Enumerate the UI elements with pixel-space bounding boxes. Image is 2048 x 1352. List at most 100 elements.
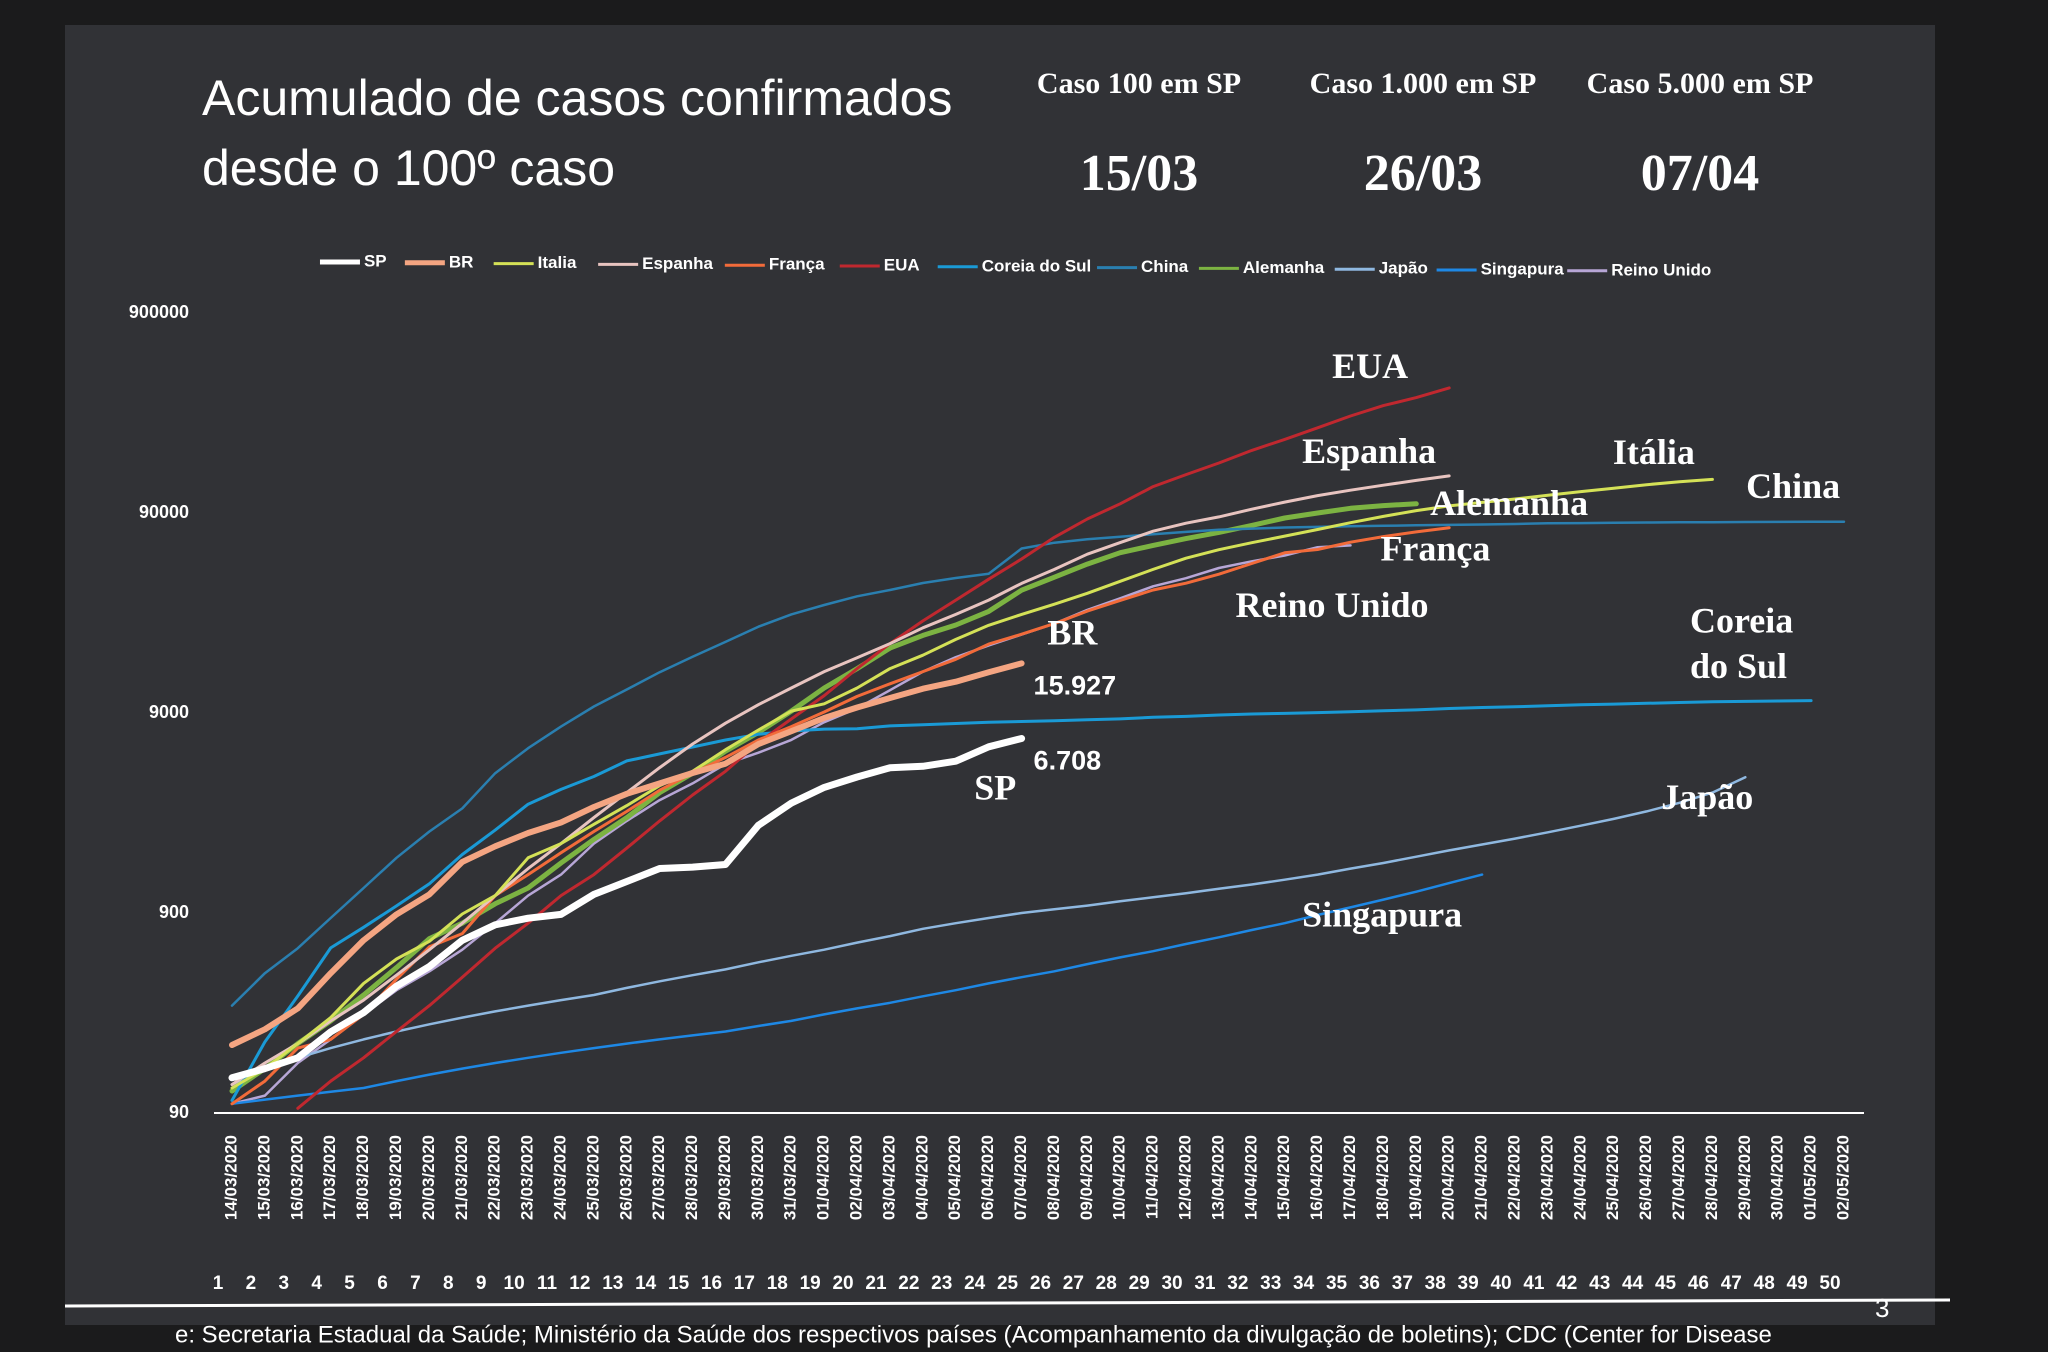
- x-tick-label: 12/04/2020: [1176, 1135, 1195, 1220]
- series-label: Japão: [1661, 777, 1753, 817]
- x-tick-label: 20/03/2020: [419, 1135, 438, 1220]
- x-tick-label: 16/04/2020: [1307, 1135, 1326, 1220]
- day-number: 15: [668, 1273, 690, 1294]
- day-number: 20: [832, 1273, 853, 1294]
- legend-label: Italia: [538, 253, 577, 272]
- x-tick-label: 24/03/2020: [550, 1135, 569, 1220]
- x-tick-label: 03/04/2020: [879, 1135, 898, 1220]
- day-number: 48: [1754, 1273, 1775, 1294]
- x-tick-label: 19/03/2020: [386, 1135, 405, 1220]
- x-tick-label: 05/04/2020: [945, 1135, 964, 1220]
- day-number: 2: [246, 1273, 257, 1294]
- day-number: 39: [1458, 1273, 1479, 1294]
- day-number: 8: [443, 1273, 454, 1294]
- x-tick-label: 17/04/2020: [1340, 1135, 1359, 1220]
- x-tick-label: 20/04/2020: [1439, 1135, 1458, 1220]
- x-tick-label: 24/04/2020: [1570, 1135, 1589, 1220]
- x-tick-label: 26/03/2020: [616, 1135, 635, 1220]
- day-number: 5: [344, 1273, 355, 1294]
- y-tick-label: 9000: [149, 702, 189, 722]
- x-tick-label: 22/04/2020: [1505, 1135, 1524, 1220]
- legend-label: França: [769, 255, 825, 274]
- series-label: Alemanha: [1430, 483, 1588, 523]
- legend-label: Singapura: [1481, 259, 1565, 278]
- x-tick-label: 28/04/2020: [1702, 1135, 1721, 1220]
- x-tick-label: 22/03/2020: [485, 1135, 504, 1220]
- x-tick-label: 14/03/2020: [221, 1135, 240, 1220]
- x-tick-label: 06/04/2020: [978, 1135, 997, 1220]
- day-number: 42: [1556, 1273, 1577, 1294]
- series-label: do Sul: [1690, 646, 1787, 686]
- series-label: Espanha: [1302, 431, 1436, 471]
- legend-label: Espanha: [642, 254, 713, 273]
- x-tick-label: 27/04/2020: [1669, 1135, 1688, 1220]
- series-line: [230, 873, 1484, 1106]
- series-line: [230, 775, 1747, 1086]
- series-label: BR: [1047, 612, 1098, 652]
- day-number: 31: [1194, 1273, 1216, 1294]
- day-number: 44: [1622, 1273, 1644, 1294]
- x-tick-label: 31/03/2020: [781, 1135, 800, 1220]
- legend-label: BR: [449, 252, 474, 271]
- x-tick-label: 09/04/2020: [1077, 1135, 1096, 1220]
- day-number: 17: [734, 1273, 755, 1294]
- day-number: 49: [1787, 1273, 1808, 1294]
- day-number: 36: [1359, 1273, 1380, 1294]
- day-number: 28: [1096, 1273, 1117, 1294]
- day-number: 24: [964, 1273, 986, 1294]
- x-tick-label: 19/04/2020: [1406, 1135, 1425, 1220]
- x-tick-label: 25/03/2020: [583, 1135, 602, 1220]
- x-tick-label: 18/03/2020: [353, 1135, 372, 1220]
- x-tick-label: 18/04/2020: [1373, 1135, 1392, 1220]
- x-tick-label: 01/04/2020: [814, 1135, 833, 1220]
- day-number: 4: [311, 1273, 322, 1294]
- series-line: [228, 735, 1026, 1082]
- series-line: [229, 501, 1419, 1094]
- day-number: 18: [767, 1273, 788, 1294]
- series-label: Singapura: [1302, 894, 1462, 934]
- day-number: 32: [1227, 1273, 1248, 1294]
- x-tick-label: 02/04/2020: [847, 1135, 866, 1220]
- milestone-label: Caso 100 em SP: [1037, 67, 1241, 100]
- x-tick-label: 23/03/2020: [518, 1135, 537, 1220]
- x-tick-label: 14/04/2020: [1241, 1135, 1260, 1220]
- legend-label: Reino Unido: [1611, 260, 1711, 279]
- y-tick-label: 900: [159, 902, 189, 922]
- x-tick-label: 25/04/2020: [1603, 1135, 1622, 1220]
- day-number: 30: [1161, 1273, 1182, 1294]
- x-tick-label: 07/04/2020: [1011, 1135, 1030, 1220]
- series-label: Reino Unido: [1235, 585, 1428, 625]
- y-tick-label: 900000: [129, 302, 189, 322]
- x-tick-label: 02/05/2020: [1833, 1135, 1852, 1220]
- x-tick-label: 28/03/2020: [682, 1135, 701, 1220]
- x-tick-label: 29/03/2020: [715, 1135, 734, 1220]
- day-number: 22: [898, 1273, 919, 1294]
- x-tick-label: 15/03/2020: [254, 1135, 273, 1220]
- day-number: 9: [476, 1273, 487, 1294]
- milestone-date: 15/03: [1080, 145, 1198, 202]
- day-number: 19: [800, 1273, 821, 1294]
- x-tick-label: 26/04/2020: [1636, 1135, 1655, 1220]
- day-number: 3: [279, 1273, 290, 1294]
- day-number: 27: [1063, 1273, 1084, 1294]
- day-number: 16: [701, 1273, 722, 1294]
- x-tick-label: 08/04/2020: [1044, 1135, 1063, 1220]
- title-line: Acumulado de casos confirmados: [202, 70, 952, 126]
- series-label: China: [1746, 466, 1840, 506]
- day-number: 1: [213, 1273, 224, 1294]
- day-number: 47: [1721, 1273, 1742, 1294]
- day-number: 7: [410, 1273, 421, 1294]
- milestone-label: Caso 1.000 em SP: [1310, 67, 1537, 100]
- value-label: 6.708: [1034, 746, 1102, 776]
- series-line: [296, 386, 1451, 1110]
- day-number: 25: [997, 1273, 1019, 1294]
- series-label: SP: [974, 768, 1016, 808]
- series-line: [230, 699, 1813, 1102]
- x-tick-label: 17/03/2020: [320, 1135, 339, 1220]
- day-number: 13: [602, 1273, 623, 1294]
- x-tick-label: 16/03/2020: [287, 1135, 306, 1220]
- x-tick-label: 21/04/2020: [1472, 1135, 1491, 1220]
- y-tick-label: 90000: [139, 502, 189, 522]
- x-tick-label: 27/03/2020: [649, 1135, 668, 1220]
- day-number: 26: [1030, 1273, 1051, 1294]
